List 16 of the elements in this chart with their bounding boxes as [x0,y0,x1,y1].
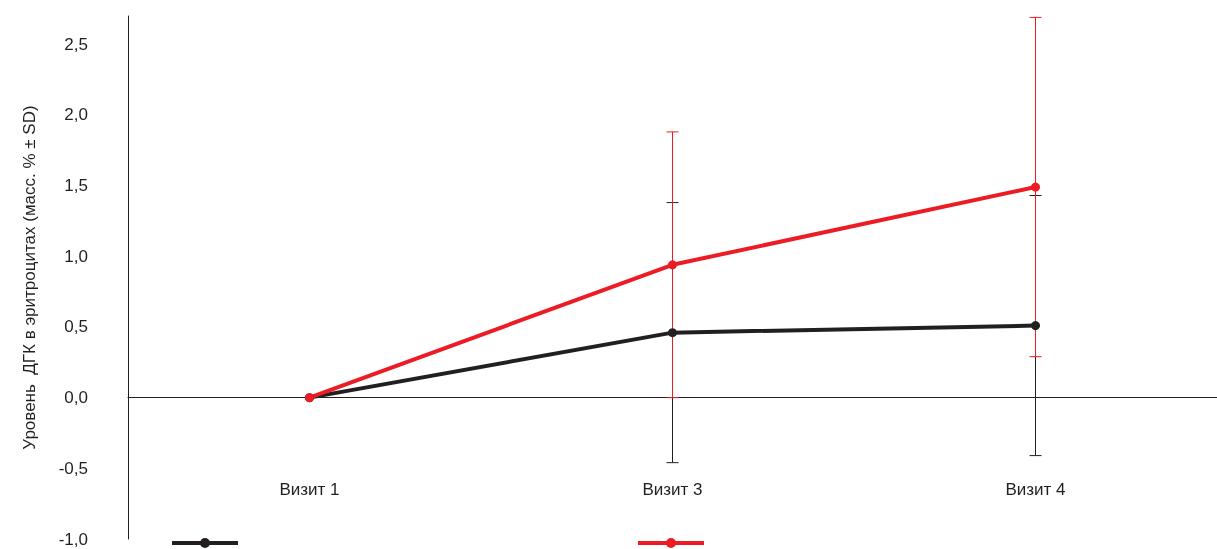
point [1031,321,1040,331]
y-tick-label: 2,0 [64,105,88,125]
x-tick-label: Визит 4 [1005,480,1066,499]
point [668,260,677,270]
y-tick-label: 1,5 [64,176,88,196]
y-tick-label: -0,5 [58,458,88,478]
y-tick-label: 0,0 [64,388,88,408]
y-tick-label: -1,0 [58,529,88,549]
point [1031,182,1040,192]
x-tick-label: Визит 1 [279,480,340,499]
y-axis-title: Уровень ДГК в эритроцитах (масс. % ± SD) [20,105,39,450]
y-tick-label: 0,5 [64,317,88,337]
y-tick-label: 1,0 [64,246,88,266]
x-tick-label: Визит 3 [642,480,703,499]
point [668,328,677,338]
y-tick-label: 2,5 [64,34,88,54]
